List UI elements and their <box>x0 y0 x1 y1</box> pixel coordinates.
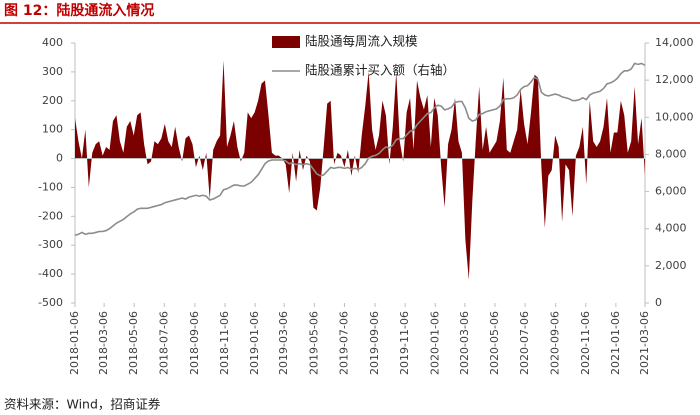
x-tick-label: 2018-07-06 <box>157 311 170 375</box>
y-tick-label: -500 <box>38 296 63 309</box>
y2-tick-label: 0 <box>655 296 662 309</box>
legend-label: 陆股通每周流入规模 <box>305 34 418 49</box>
x-tick-label: 2021-01-06 <box>609 311 622 375</box>
x-tick-label: 2019-07-06 <box>337 311 350 375</box>
cumulative-line <box>74 62 646 236</box>
x-tick-label: 2020-05-06 <box>488 311 501 375</box>
source-note: 资料来源：Wind，招商证券 <box>4 397 161 412</box>
y2-tick-label: 10,000 <box>655 110 694 123</box>
y-tick-label: -200 <box>38 209 63 222</box>
x-tick-label: 2020-07-06 <box>518 311 531 375</box>
x-tick-label: 2018-03-06 <box>97 311 110 375</box>
x-tick-label: 2019-05-06 <box>307 311 320 375</box>
x-tick-label: 2020-11-06 <box>579 311 592 375</box>
chart-title: 图 12：陆股通流入情况 <box>4 2 154 19</box>
x-tick-label: 2018-09-06 <box>188 311 201 375</box>
y2-tick-label: 2,000 <box>655 259 687 272</box>
x-tick-label: 2021-03-06 <box>638 311 651 375</box>
x-tick-label: 2019-01-06 <box>248 311 261 375</box>
y-tick-label: 200 <box>42 94 63 107</box>
y2-tick-label: 8,000 <box>655 147 687 160</box>
y2-tick-label: 14,000 <box>655 36 694 49</box>
y-tick-label: 100 <box>42 123 63 136</box>
x-tick-label: 2018-05-06 <box>127 311 140 375</box>
y-tick-label: 400 <box>42 36 63 49</box>
legend-label: 陆股通累计买入额（右轴） <box>305 63 455 78</box>
x-tick-label: 2020-03-06 <box>458 311 471 375</box>
x-tick-label: 2019-03-06 <box>277 311 290 375</box>
y-tick-label: -400 <box>38 267 63 280</box>
y-tick-label: 0 <box>56 152 63 165</box>
y-tick-label: 300 <box>42 65 63 78</box>
y2-tick-label: 6,000 <box>655 185 687 198</box>
y-tick-label: -100 <box>38 180 63 193</box>
x-tick-label: 2018-01-06 <box>68 311 81 375</box>
x-tick-label: 2020-01-06 <box>428 311 441 375</box>
y-tick-label: -300 <box>38 238 63 251</box>
y2-tick-label: 4,000 <box>655 222 687 235</box>
x-tick-label: 2020-09-06 <box>549 311 562 375</box>
x-tick-label: 2018-11-06 <box>218 311 231 375</box>
x-tick-label: 2019-09-06 <box>368 311 381 375</box>
legend-swatch <box>272 36 300 48</box>
y2-tick-label: 12,000 <box>655 73 694 86</box>
flow-area <box>75 60 645 280</box>
x-tick-label: 2019-11-06 <box>398 311 411 375</box>
